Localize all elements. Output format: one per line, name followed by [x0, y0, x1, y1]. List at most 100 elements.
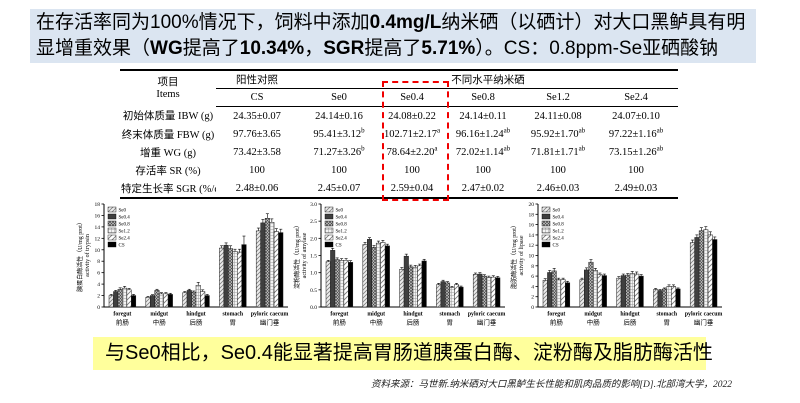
table-cell: 2.59±0.04	[380, 179, 444, 199]
table-row: 终末体质量 FBW (g) 97.76±3.65 95.41±3.12b 102.71…	[120, 125, 678, 143]
svg-text:中肠: 中肠	[153, 318, 167, 327]
table-cell: 2.49±0.03	[594, 179, 679, 199]
svg-text:2.0: 2.0	[310, 236, 317, 242]
table-cell: 24.11±0.08	[534, 110, 582, 122]
svg-text:pyloric caecum: pyloric caecum	[251, 312, 289, 318]
banner-text-segment: 纳米硒（以硒计）对大口黑鲈具有明	[441, 12, 746, 33]
table-cell: 24.35±0.07	[233, 110, 281, 122]
banner-text-segment: 5.71%	[421, 38, 476, 59]
table-cell: 2.45±0.07	[298, 179, 380, 199]
row-label: 初始体质量 IBW (g)	[122, 111, 214, 123]
svg-text:18: 18	[529, 212, 535, 218]
table-cell: 71.27±3.26b	[313, 144, 365, 158]
svg-text:淀粉酶活性（U/mg prot）: 淀粉酶活性（U/mg prot）	[293, 222, 301, 289]
svg-text:Se0.8: Se0.8	[119, 222, 131, 227]
svg-text:前肠: 前肠	[333, 318, 347, 327]
svg-text:10: 10	[95, 248, 101, 254]
svg-text:6: 6	[531, 274, 534, 280]
table-cell: 100	[249, 164, 265, 176]
table-cell: 24.07±0.10	[612, 110, 660, 122]
table-cell: 100	[475, 164, 491, 176]
svg-text:2: 2	[531, 295, 534, 301]
svg-text:foregut: foregut	[330, 312, 348, 318]
svg-text:后肠: 后肠	[407, 318, 421, 327]
table-row: 存活率 SR (%) 100 100 100 100 100 100	[120, 161, 678, 179]
svg-text:midgut: midgut	[367, 312, 385, 318]
source-citation: 资料来源：马世新.纳米硒对大口黑鲈生长性能和肌肉品质的影响[D].北部湾大学，2…	[370, 380, 732, 390]
svg-text:6: 6	[97, 271, 100, 277]
column-header-se2.4: Se2.4	[594, 88, 679, 107]
top-summary-banner: 在存活率同为100%情况下，饲料中添加0.4mg/L纳米硒（以硒计）对大口黑鲈具…	[30, 9, 756, 63]
lipase-activity-chart: 0 2 4 6 8 10 12 14 16 18 20 foregut 前肠 midgut 中肠 hindgu…	[508, 198, 725, 334]
svg-text:Se0.8: Se0.8	[553, 222, 565, 227]
table-cell: 24.14±0.11	[459, 110, 507, 122]
banner-text-segment: 0.4mg/L	[369, 12, 442, 33]
svg-text:Se0: Se0	[553, 208, 561, 213]
table-cell: 24.14±0.16	[315, 110, 363, 122]
conclusion-banner: 与Se0相比，Se0.4能显著提高胃肠道胰蛋白酶、淀粉酶及脂肪酶活性	[93, 337, 713, 370]
table-cell: 78.64±2.20a	[386, 144, 438, 158]
column-header-row: CS Se0 Se0.4 Se0.8 Se1.2 Se2.4	[120, 88, 679, 107]
banner-text-segment: 显增重效果（	[36, 38, 151, 59]
svg-text:8: 8	[531, 264, 534, 270]
table-cell: 2.46±0.03	[522, 179, 594, 199]
item-header-zh: 项目	[157, 76, 179, 88]
table-body: 初始体质量 IBW (g) 24.35±0.07 24.14±0.16 24.08±0…	[120, 107, 679, 199]
row-label: 终末体质量 FBW (g)	[121, 129, 215, 141]
svg-text:hindgut: hindgut	[403, 312, 422, 318]
table-cell: 96.16±1.24ab	[455, 126, 511, 140]
svg-text:midgut: midgut	[150, 312, 168, 318]
svg-text:stomach: stomach	[439, 312, 460, 318]
table-cell: 73.15±1.26ab	[608, 144, 664, 158]
svg-text:CS: CS	[553, 243, 559, 248]
svg-text:幽门垂: 幽门垂	[260, 318, 280, 327]
group-header-positive-control: 阳性对照	[216, 69, 298, 89]
table-cell: 71.81±1.71ab	[530, 144, 586, 158]
column-header-cs: CS	[216, 88, 298, 107]
svg-text:Se0: Se0	[119, 208, 127, 213]
trypsin-activity-chart: 0 2 4 6 8 10 12 14 16 18 foregut 前肠 midgut 中肠 hindgut 后…	[74, 198, 291, 334]
svg-text:foregut: foregut	[547, 312, 565, 318]
column-header-se0: Se0	[298, 88, 380, 107]
svg-text:activity of amylase: activity of amylase	[301, 232, 308, 278]
svg-text:Se1.2: Se1.2	[336, 229, 348, 234]
svg-text:hindgut: hindgut	[620, 312, 639, 318]
svg-text:hindgut: hindgut	[186, 312, 205, 318]
svg-text:Se1.2: Se1.2	[553, 229, 565, 234]
svg-text:0: 0	[531, 305, 534, 311]
svg-text:stomach: stomach	[656, 312, 677, 318]
table-cell: 73.42±3.58	[233, 146, 281, 158]
svg-text:Se0.4: Se0.4	[336, 215, 348, 220]
table-cell: 2.48±0.06	[216, 179, 298, 199]
svg-text:8: 8	[97, 259, 100, 265]
svg-text:Se0.4: Se0.4	[553, 215, 565, 220]
svg-text:Se0.8: Se0.8	[336, 222, 348, 227]
svg-text:4: 4	[531, 284, 534, 290]
svg-text:20: 20	[529, 202, 535, 208]
svg-text:中肠: 中肠	[587, 318, 601, 327]
growth-results-table: 项目 Items 阳性对照 不同水平纳米硒 CS Se0 Se0.4 Se0.8 Se1…	[120, 69, 679, 199]
svg-text:pyloric caecum: pyloric caecum	[468, 312, 506, 318]
svg-text:foregut: foregut	[113, 312, 131, 318]
svg-text:CS: CS	[119, 243, 125, 248]
column-header-se1.2: Se1.2	[522, 88, 594, 107]
banner-text-segment: WG	[150, 38, 183, 59]
banner-text-segment: 提高了	[364, 38, 422, 59]
svg-text:胃: 胃	[447, 319, 454, 327]
banner-text-segment: SGR	[323, 38, 365, 59]
amylase-activity-chart: 0.0 0.5 1.0 1.5 2.0 2.5 3.0 foregut 前肠 midgut 中肠 hi…	[291, 198, 508, 334]
svg-text:2: 2	[97, 294, 100, 300]
svg-text:12: 12	[95, 236, 101, 242]
svg-text:0.0: 0.0	[310, 305, 317, 311]
svg-text:1.5: 1.5	[310, 254, 317, 260]
table-cell: 102.71±2.17a	[383, 126, 441, 140]
row-label: 存活率 SR (%)	[135, 165, 201, 177]
column-header-se0.4: Se0.4	[380, 88, 444, 107]
svg-text:2.5: 2.5	[310, 219, 317, 225]
svg-text:幽门垂: 幽门垂	[477, 318, 497, 327]
banner-text-segment: 在存活率同为100%情况下，饲料中添加	[36, 12, 370, 33]
table-cell: 100	[628, 164, 644, 176]
table-cell: 72.02±1.14ab	[455, 144, 511, 158]
svg-text:12: 12	[529, 243, 535, 249]
